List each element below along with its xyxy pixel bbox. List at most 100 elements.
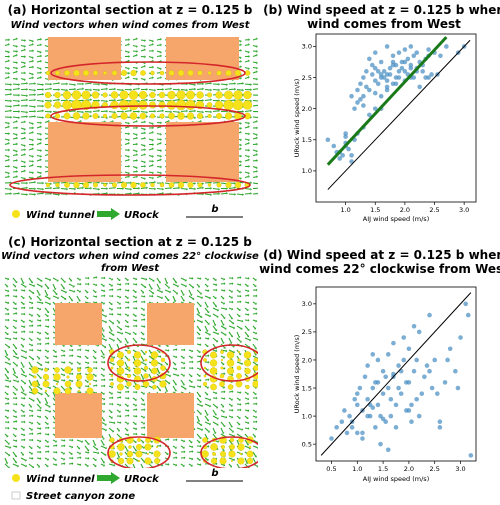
urock-vector-head (32, 399, 35, 402)
urock-vector-head (7, 318, 10, 322)
data-point (399, 65, 405, 71)
urock-vector-head (126, 386, 129, 389)
urock-vector (28, 385, 33, 391)
urock-vector-head (32, 357, 35, 361)
urock-vector-head (18, 99, 20, 103)
urock-vector-head (258, 87, 260, 90)
wind-tunnel-point (219, 373, 225, 379)
urock-vector-head (239, 391, 242, 394)
wind-tunnel-point (160, 365, 166, 371)
urock-vector-head (114, 110, 116, 114)
urock-vector-head (39, 298, 42, 301)
wind-tunnel-point (212, 452, 216, 456)
urock-vector-head (102, 437, 105, 440)
urock-vector-head (201, 296, 204, 299)
urock-vector (196, 88, 203, 91)
urock-vector-head (47, 458, 49, 461)
urock-vector (196, 277, 201, 280)
wind-tunnel-point (93, 182, 98, 188)
wind-tunnel-point (144, 358, 148, 362)
urock-vector (4, 325, 8, 329)
urock-vector-head (15, 37, 18, 41)
urock-vector (28, 105, 35, 108)
urock-vector-head (64, 297, 67, 301)
urock-vector (196, 295, 202, 299)
urock-vector (132, 421, 136, 425)
urock-vector-head (231, 415, 234, 419)
urock-vector-head (221, 341, 225, 344)
urock-vector (44, 277, 50, 281)
urock-vector (140, 49, 145, 52)
wind-tunnel-point (244, 367, 251, 375)
urock-vector-head (25, 350, 28, 354)
urock-vector-head (24, 120, 26, 124)
urock-vector-head (102, 353, 105, 356)
urock-vector-head (32, 171, 34, 175)
urock-vector-head (247, 155, 250, 158)
urock-vector (108, 187, 115, 190)
urock-vector-head (258, 116, 260, 119)
urock-vector (60, 277, 65, 282)
urock-vector-head (226, 83, 228, 87)
urock-vector-head (154, 187, 156, 191)
urock-vector-head (199, 444, 202, 448)
data-point (378, 441, 383, 447)
wind-tunnel-point (225, 69, 232, 77)
wind-tunnel-point (243, 90, 252, 100)
urock-vector-head (6, 285, 9, 288)
urock-vector-head (31, 414, 34, 418)
urock-vector (44, 415, 48, 419)
urock-vector-head (40, 149, 42, 152)
urock-vector (236, 193, 243, 196)
urock-vector-head (112, 363, 115, 366)
urock-vector (4, 463, 10, 468)
data-point (384, 44, 390, 49)
data-point (361, 75, 366, 80)
urock-vector (44, 313, 48, 317)
urock-vector-head (86, 356, 89, 360)
urock-vector-head (216, 315, 219, 318)
wind-tunnel-point (210, 351, 217, 359)
urock-vector (44, 457, 48, 460)
urock-vector (124, 138, 129, 141)
data-point (375, 357, 381, 363)
wind-tunnel-point (220, 350, 224, 354)
urock-vector-head (7, 50, 10, 54)
urock-vector (84, 445, 89, 451)
urock-vector (132, 44, 137, 47)
urock-vector-head (55, 440, 57, 443)
urock-vector-head (23, 330, 26, 334)
urock-vector (60, 451, 64, 454)
data-point (373, 380, 378, 385)
urock-vector-head (160, 138, 162, 141)
urock-vector (124, 142, 129, 146)
urock-vector-head (121, 332, 124, 335)
urock-vector (244, 391, 248, 395)
wind-tunnel-point (143, 365, 149, 371)
urock-vector (244, 66, 249, 70)
urock-vector-head (16, 61, 18, 65)
urock-vector-head (247, 421, 250, 425)
wind-tunnel-point (228, 450, 236, 458)
urock-vector-head (175, 367, 178, 371)
urock-vector (140, 367, 146, 372)
urock-vector-head (42, 187, 44, 191)
urock-vector-head (239, 39, 242, 43)
urock-vector-head (136, 136, 138, 140)
urock-vector (252, 301, 256, 305)
urock-vector-head (240, 176, 242, 180)
urock-vector-head (129, 332, 132, 336)
urock-vector (44, 301, 50, 305)
urock-vector (92, 289, 96, 293)
urock-vector (20, 349, 26, 353)
urock-vector (36, 439, 40, 442)
urock-vector-head (230, 404, 233, 407)
urock-vector-head (209, 422, 211, 426)
urock-vector-head (22, 365, 25, 368)
urock-vector-head (247, 67, 250, 70)
urock-vector-head (210, 186, 212, 190)
urock-vector-head (143, 422, 146, 425)
urock-vector-head (22, 320, 25, 323)
urock-vector (244, 289, 249, 292)
urock-vector-head (126, 422, 129, 425)
